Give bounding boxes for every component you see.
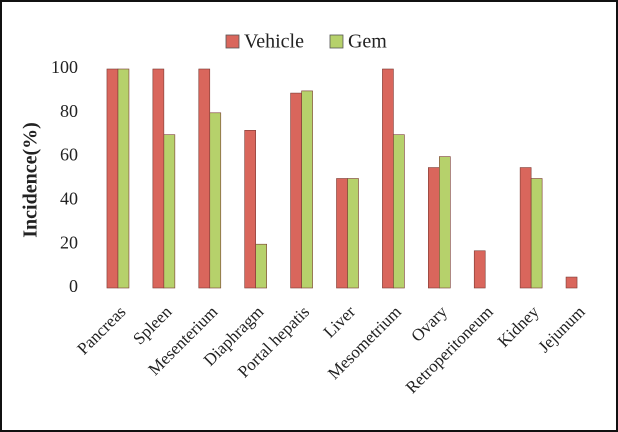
bar [106, 68, 119, 289]
bar [301, 90, 313, 289]
bar [428, 167, 440, 289]
bar [347, 178, 359, 289]
bar [382, 68, 394, 289]
y-axis-title: Incidence(%) [20, 122, 42, 238]
bar [519, 167, 532, 289]
bar [530, 178, 543, 289]
legend-swatch [225, 34, 240, 49]
y-tick-label: 60 [60, 145, 78, 165]
bar [209, 112, 222, 289]
y-tick-label: 0 [69, 276, 78, 296]
bar [290, 92, 302, 289]
bar [393, 134, 405, 289]
bar [439, 156, 451, 289]
y-tick-label: 100 [51, 57, 78, 77]
y-tick-label: 80 [60, 101, 78, 121]
bar [565, 276, 578, 289]
bar [244, 130, 256, 289]
bar [336, 178, 348, 289]
bar [473, 250, 486, 289]
legend-label: Gem [348, 31, 387, 53]
bar [198, 68, 211, 289]
bar [255, 243, 267, 289]
legend-label: Vehicle [244, 31, 304, 53]
y-tick-label: 40 [60, 189, 78, 209]
bar [152, 68, 165, 289]
legend-swatch [329, 34, 344, 49]
bar [117, 68, 130, 289]
bar [163, 134, 176, 289]
y-tick-label: 20 [60, 232, 78, 252]
